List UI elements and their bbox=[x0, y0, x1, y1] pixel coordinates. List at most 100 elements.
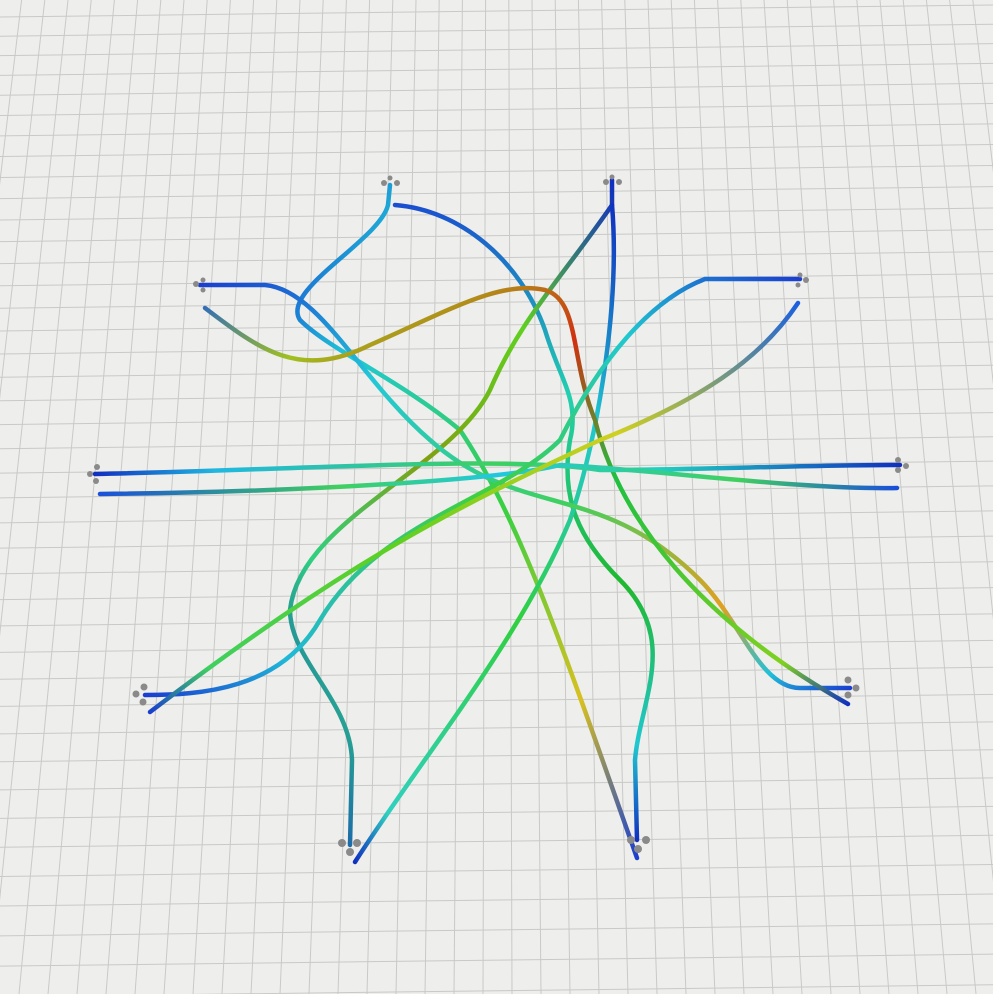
trajectory bbox=[287, 177, 615, 848]
drone bbox=[895, 457, 909, 473]
trajectory bbox=[142, 276, 803, 698]
grid-line bbox=[0, 953, 993, 967]
grid-line bbox=[879, 0, 977, 994]
grid-line bbox=[0, 777, 993, 791]
grid-line bbox=[0, 834, 993, 848]
grid-line bbox=[0, 4, 993, 18]
grid-line bbox=[740, 0, 803, 994]
grid-line bbox=[647, 0, 687, 994]
drones bbox=[87, 174, 909, 856]
drone bbox=[338, 839, 361, 856]
grid-line bbox=[221, 0, 278, 994]
grid-line bbox=[250, 0, 301, 994]
grid-line bbox=[0, 251, 993, 265]
grid-line bbox=[279, 0, 324, 994]
grid-line bbox=[0, 587, 993, 601]
grid-line bbox=[105, 0, 185, 994]
grid-line bbox=[337, 0, 371, 994]
grid-line bbox=[0, 186, 993, 200]
grid-line bbox=[0, 639, 993, 653]
grid-line bbox=[0, 613, 993, 627]
trajectory bbox=[197, 282, 853, 691]
trajectories bbox=[92, 177, 903, 865]
drone bbox=[381, 175, 400, 186]
drone bbox=[844, 676, 860, 699]
grid-line bbox=[0, 0, 69, 637]
grid-line bbox=[833, 0, 919, 994]
grid-line bbox=[624, 0, 658, 994]
grid-line bbox=[0, 0, 46, 400]
grid-line bbox=[0, 23, 993, 37]
grid-line bbox=[453, 0, 463, 994]
grid-line bbox=[76, 0, 162, 994]
grid-line bbox=[0, 144, 993, 158]
grid-line bbox=[0, 388, 993, 402]
trajectory bbox=[92, 461, 903, 477]
grid-line bbox=[0, 102, 993, 116]
grid-line bbox=[0, 436, 993, 450]
grid-line bbox=[786, 0, 861, 994]
drone bbox=[132, 683, 148, 706]
grid-line bbox=[192, 0, 255, 994]
grid-line bbox=[0, 805, 993, 819]
grid-line bbox=[809, 0, 890, 994]
grid-line bbox=[134, 0, 208, 994]
trajectory bbox=[352, 202, 616, 865]
drone bbox=[193, 277, 206, 293]
grid-line bbox=[0, 666, 993, 680]
grid-line bbox=[670, 0, 716, 994]
grid-line bbox=[0, 721, 993, 735]
grid-line bbox=[856, 0, 948, 994]
grid-line bbox=[187, 984, 993, 994]
grid-line bbox=[925, 0, 993, 620]
grid-line bbox=[0, 510, 993, 524]
grid-line bbox=[163, 0, 231, 994]
grid-line bbox=[0, 893, 993, 907]
grid-line bbox=[949, 0, 993, 385]
grid-line bbox=[763, 0, 832, 994]
trajectory bbox=[392, 202, 655, 843]
grid-line bbox=[601, 0, 629, 994]
grid-line bbox=[577, 0, 600, 994]
grid-line bbox=[0, 164, 993, 178]
drone bbox=[603, 174, 622, 185]
grid-line bbox=[0, 123, 993, 137]
grid-line bbox=[0, 229, 993, 243]
grid-line bbox=[0, 863, 993, 877]
grid-line bbox=[0, 207, 993, 221]
trajectory bbox=[202, 285, 851, 707]
drone bbox=[627, 836, 650, 853]
grid-line bbox=[508, 0, 513, 994]
grid-line bbox=[0, 273, 993, 287]
grid-line bbox=[0, 62, 993, 76]
grid-line bbox=[554, 0, 571, 994]
trajectory bbox=[295, 182, 640, 861]
grid-line bbox=[47, 0, 139, 994]
grid-line bbox=[308, 0, 347, 994]
grid-line bbox=[0, 535, 993, 549]
drone bbox=[87, 464, 100, 484]
grid-line bbox=[0, 43, 993, 57]
drone bbox=[795, 272, 809, 288]
grid-line bbox=[0, 0, 23, 186]
grid-line bbox=[0, 295, 993, 309]
grid-line bbox=[0, 412, 993, 426]
grid-line bbox=[0, 318, 993, 332]
grid-line bbox=[693, 0, 745, 994]
grid-line bbox=[0, 341, 993, 355]
grid-line bbox=[424, 0, 440, 994]
grid-line bbox=[0, 82, 993, 96]
grid-line bbox=[0, 693, 993, 707]
grid-line bbox=[0, 749, 993, 763]
trajectory bbox=[147, 300, 801, 715]
grid-line bbox=[18, 0, 115, 994]
grid-line bbox=[717, 0, 774, 994]
grid-line bbox=[0, 561, 993, 575]
trajectory bbox=[97, 462, 900, 497]
grid-line bbox=[0, 923, 993, 937]
grid-line bbox=[395, 0, 417, 994]
grid-line bbox=[0, 0, 92, 901]
grid-line bbox=[902, 0, 993, 882]
